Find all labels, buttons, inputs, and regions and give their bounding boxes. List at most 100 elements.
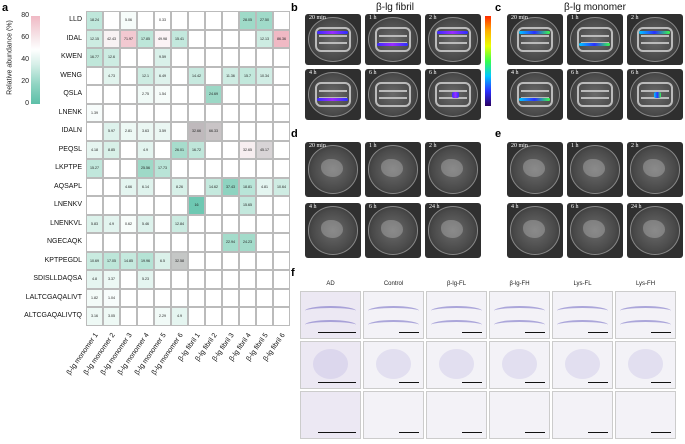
heatmap-cell: 71.97 xyxy=(120,29,137,48)
heatmap-cell: 4.9 xyxy=(171,307,188,326)
heatmap-cell: 2.81 xyxy=(120,122,137,141)
heatmap-cell xyxy=(86,85,103,104)
heatmap-cell xyxy=(273,11,290,30)
petri-dish-image: 6 h xyxy=(567,69,623,120)
heatmap-cell: 15.65 xyxy=(239,196,256,215)
heatmap-cell xyxy=(222,29,239,48)
heatmap-row-label: NGECAQK xyxy=(46,238,82,245)
gel-blob xyxy=(440,219,464,239)
heatmap-cell xyxy=(239,48,256,67)
dish xyxy=(569,145,621,194)
scale-bar xyxy=(462,331,482,333)
heatmap-row-label: LALTCGAQALIVT xyxy=(25,293,82,301)
heatmap-cell: 12.84 xyxy=(171,214,188,233)
heatmap-cell xyxy=(256,270,273,289)
panel-letter-e: e xyxy=(495,128,502,140)
heatmap-cell: 3.59 xyxy=(154,122,171,141)
heatmap-cell xyxy=(188,177,205,196)
heatmap: LLD 18.24 5.06 0.33 28.05 27.50 IDAL 12.15 42.43… xyxy=(0,0,290,444)
heatmap-cell xyxy=(222,48,239,67)
time-label: 6 h xyxy=(369,70,377,76)
heatmap-row-label: IDAL xyxy=(66,34,82,42)
histology-image xyxy=(615,391,676,439)
petri-dish-image: 6 h xyxy=(627,69,683,120)
colorbar: 80 60 40 20 0 Relative abundance (%) xyxy=(7,12,40,107)
fluorescence-trace xyxy=(653,91,661,99)
heatmap-cell xyxy=(137,11,154,30)
heatmap-cell xyxy=(239,270,256,289)
fluorescence-trace xyxy=(317,97,349,101)
tissue-band xyxy=(619,306,672,316)
heatmap-cell xyxy=(120,85,137,104)
heatmap-row-label: LLD xyxy=(69,16,82,23)
heatmap-cell: 17.85 xyxy=(137,29,154,48)
heatmap-cell: 14.62 xyxy=(205,177,222,196)
heatmap-cell xyxy=(103,103,120,122)
scale-bar xyxy=(318,431,356,433)
histology-image xyxy=(363,391,424,439)
heatmap-cell xyxy=(154,233,171,252)
heatmap-cell: 11.36 xyxy=(222,66,239,85)
fluorescence-trace xyxy=(639,30,671,34)
heatmap-cell: 5.23 xyxy=(137,270,154,289)
tissue-region xyxy=(564,348,601,379)
time-label: 4 h xyxy=(511,204,519,210)
heatmap-cell xyxy=(171,159,188,178)
heatmap-cell xyxy=(188,270,205,289)
heatmap-cell xyxy=(273,140,290,159)
heatmap-cell xyxy=(222,11,239,30)
petri-dish-image: 20 min xyxy=(507,142,563,197)
heatmap-cell xyxy=(137,307,154,326)
scale-bar xyxy=(588,431,608,433)
tissue-region xyxy=(627,348,664,379)
heatmap-cell xyxy=(103,85,120,104)
heatmap-cell xyxy=(273,85,290,104)
heatmap-cell xyxy=(188,214,205,233)
heatmap-cell xyxy=(273,122,290,141)
heatmap-cell: 5.06 xyxy=(120,11,137,30)
heatmap-cell xyxy=(256,251,273,270)
heatmap-cell xyxy=(137,103,154,122)
heatmap-cell xyxy=(205,66,222,85)
heatmap-cell: 16 xyxy=(188,196,205,215)
petri-dish-image: 1 h xyxy=(567,142,623,197)
panel-letter-b: b xyxy=(291,2,298,14)
heatmap-cell xyxy=(120,270,137,289)
histology-image xyxy=(552,341,613,389)
histology-image xyxy=(552,391,613,439)
heatmap-cell xyxy=(222,307,239,326)
dish xyxy=(427,145,479,194)
panel-c-title: β-lg monomer xyxy=(564,2,626,13)
heatmap-cell xyxy=(188,159,205,178)
scale-bar xyxy=(525,331,545,333)
heatmap-cell xyxy=(171,103,188,122)
heatmap-cell xyxy=(256,214,273,233)
gel-blob xyxy=(582,219,606,239)
heatmap-cell: 6.49 xyxy=(154,66,171,85)
histology-image: Lys-FL xyxy=(552,281,613,339)
heatmap-cell xyxy=(154,177,171,196)
heatmap-cell xyxy=(188,251,205,270)
histology-image xyxy=(426,391,487,439)
heatmap-cell xyxy=(273,66,290,85)
tissue-band xyxy=(304,306,357,316)
time-label: 1 h xyxy=(369,15,377,21)
petri-dish-image: 20 min xyxy=(305,14,361,65)
heatmap-cell xyxy=(120,196,137,215)
petri-dish-image: 24 h xyxy=(627,203,683,258)
time-label: 2 h xyxy=(631,15,639,21)
maze-channel xyxy=(315,81,351,108)
histology-column-label: β-lg-FL xyxy=(446,281,467,287)
heatmap-cell: 18.81 xyxy=(239,177,256,196)
heatmap-cell xyxy=(205,48,222,67)
heatmap-cell xyxy=(256,307,273,326)
time-label: 1 h xyxy=(369,143,377,149)
heatmap-cell: 28.05 xyxy=(239,11,256,30)
heatmap-cell xyxy=(205,29,222,48)
heatmap-cell xyxy=(273,288,290,307)
heatmap-cell: 8.85 xyxy=(103,140,120,159)
dish xyxy=(367,145,419,194)
petri-dish-image: 2 h xyxy=(627,14,683,65)
heatmap-row-label: ALTCGAQALIVTQ xyxy=(24,312,82,319)
dish xyxy=(427,17,479,62)
